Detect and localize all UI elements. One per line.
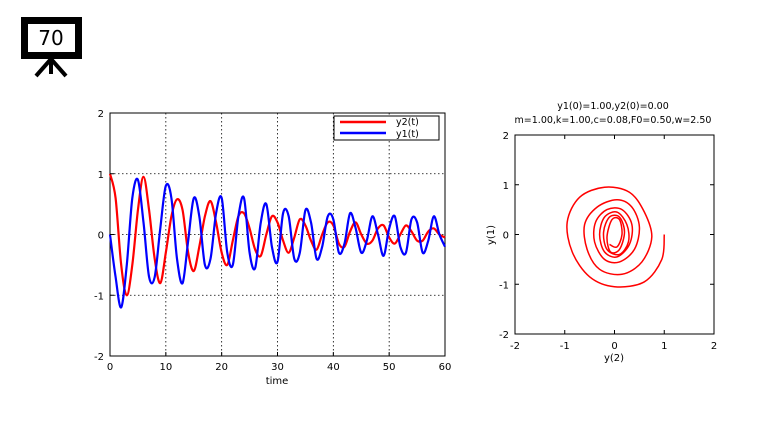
x-tick-label: 10 xyxy=(159,362,172,373)
legend-label-y1: y1(t) xyxy=(396,129,419,140)
x-axis: 0 10 20 30 40 50 60 xyxy=(107,352,452,373)
x-tick-label: 30 xyxy=(271,362,284,373)
x-tick-label: 0 xyxy=(107,362,113,373)
slide-number: 70 xyxy=(38,26,63,50)
chart-title: y1(0)=1.00,y2(0)=0.00 xyxy=(557,101,669,112)
series-group xyxy=(108,173,447,309)
legend-label-y2: y2(t) xyxy=(396,117,419,128)
presentation-board-icon xyxy=(21,17,82,78)
x-tick-label: 2 xyxy=(711,341,717,352)
y-tick-label: 2 xyxy=(98,109,104,120)
x-tick-label: 60 xyxy=(439,362,452,373)
phase-portrait-chart: y1(0)=1.00,y2(0)=0.00 m=1.00,k=1.00,c=0.… xyxy=(486,101,717,364)
series-group xyxy=(566,186,666,288)
x-tick-label: -2 xyxy=(510,341,520,352)
x-tick-label: 1 xyxy=(661,341,667,352)
y-tick-label: 1 xyxy=(503,181,509,192)
y-tick-label: -1 xyxy=(94,291,104,302)
x-axis-label: time xyxy=(266,376,289,387)
x-tick-label: 40 xyxy=(327,362,340,373)
y-tick-label: -1 xyxy=(499,280,509,291)
x-tick-label: 50 xyxy=(383,362,396,373)
x-axis-label: y(2) xyxy=(604,353,624,364)
y-tick-label: 2 xyxy=(503,131,509,142)
time-series-chart: 0 10 20 30 40 50 60 -2 -1 0 1 2 time y2(t) y1(t) xyxy=(94,109,451,387)
y-tick-label: 1 xyxy=(98,170,104,181)
plot-frame xyxy=(514,134,715,335)
y-axis-label: y(1) xyxy=(486,225,497,245)
y-tick-label: -2 xyxy=(94,352,104,363)
legend: y2(t) y1(t) xyxy=(333,115,440,141)
x-tick-label: 20 xyxy=(215,362,228,373)
series-line-y1t xyxy=(108,177,447,309)
phase-trajectory-line xyxy=(566,186,666,288)
series-line-y2t xyxy=(108,173,446,297)
y-tick-label: -2 xyxy=(499,330,509,341)
legend-box xyxy=(333,115,440,141)
y-tick-label: 0 xyxy=(503,231,509,242)
chart-subtitle: m=1.00,k=1.00,c=0.08,F0=0.50,w=2.50 xyxy=(515,115,712,126)
y-axis: -2 -1 0 1 2 xyxy=(499,131,714,341)
y-tick-label: 0 xyxy=(98,231,104,242)
x-axis: -2 -1 0 1 2 xyxy=(510,135,717,352)
y-axis: -2 -1 0 1 2 xyxy=(94,109,114,363)
grid xyxy=(110,113,445,356)
x-tick-label: 0 xyxy=(611,341,617,352)
x-tick-label: -1 xyxy=(560,341,570,352)
